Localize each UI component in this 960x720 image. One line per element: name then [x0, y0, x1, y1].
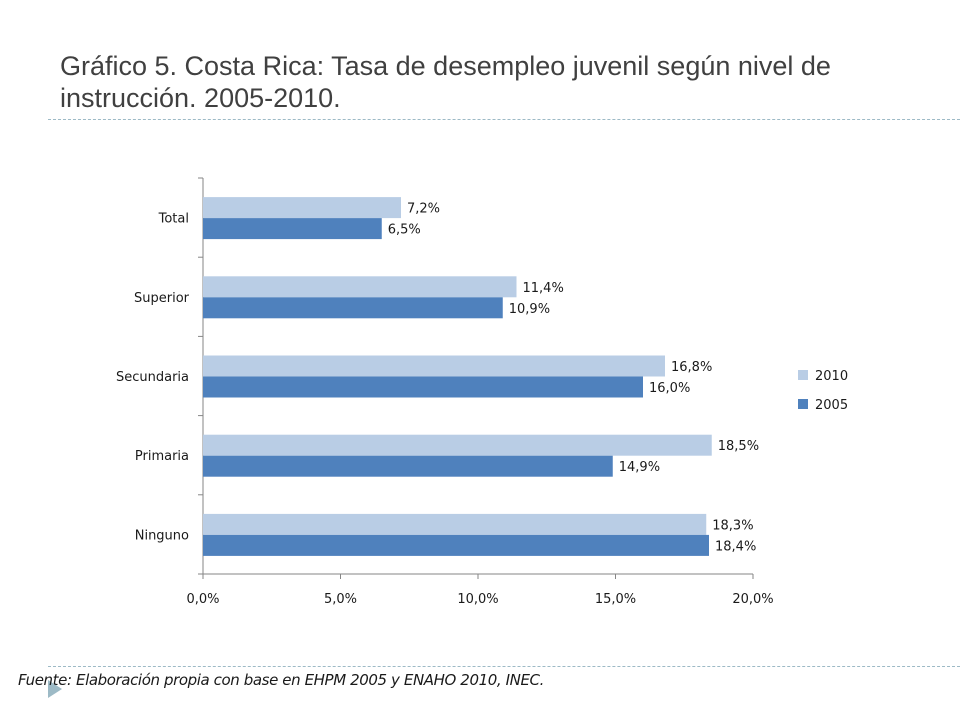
- bar-2005: [203, 376, 643, 398]
- category-label: Ninguno: [135, 528, 189, 543]
- category-label: Superior: [134, 291, 190, 306]
- data-label-2010: 18,5%: [718, 439, 759, 454]
- legend-swatch-2005: [798, 399, 808, 409]
- x-tick-label: 15,0%: [595, 592, 636, 607]
- data-label-2005: 14,9%: [619, 460, 660, 475]
- category-label: Total: [158, 212, 189, 227]
- legend-label-2005: 2005: [815, 398, 848, 413]
- bar-2005: [203, 297, 503, 319]
- data-label-2010: 11,4%: [523, 281, 564, 296]
- chart-title: Gráfico 5. Costa Rica: Tasa de desempleo…: [60, 50, 920, 114]
- data-label-2005: 6,5%: [388, 223, 421, 238]
- x-tick-label: 0,0%: [186, 592, 219, 607]
- x-tick-label: 20,0%: [732, 592, 773, 607]
- top-divider: [48, 119, 960, 120]
- x-tick-label: 5,0%: [324, 592, 357, 607]
- category-label: Primaria: [135, 449, 189, 464]
- bar-2010: [203, 355, 665, 377]
- bar-2005: [203, 534, 709, 556]
- bar-2010: [203, 513, 707, 535]
- title-line-2: instrucción. 2005-2010.: [60, 83, 341, 113]
- x-tick-label: 10,0%: [457, 592, 498, 607]
- bar-2005: [203, 455, 613, 477]
- category-label: Secundaria: [116, 370, 189, 385]
- data-label-2010: 18,3%: [712, 518, 753, 533]
- bar-2010: [203, 197, 401, 219]
- legend-label-2010: 2010: [815, 369, 848, 384]
- data-label-2010: 7,2%: [407, 202, 440, 217]
- title-line-1: Gráfico 5. Costa Rica: Tasa de desempleo…: [60, 51, 831, 81]
- source-note: Fuente: Elaboración propia con base en E…: [18, 671, 544, 689]
- bar-2005: [203, 218, 382, 240]
- bottom-divider: [48, 666, 960, 667]
- data-label-2010: 16,8%: [671, 360, 712, 375]
- slide-triangle-icon: [48, 680, 62, 698]
- legend-swatch-2010: [798, 370, 808, 380]
- data-label-2005: 10,9%: [509, 302, 550, 317]
- bar-2010: [203, 276, 517, 298]
- data-label-2005: 18,4%: [715, 539, 756, 554]
- data-label-2005: 16,0%: [649, 381, 690, 396]
- bar-2010: [203, 434, 712, 456]
